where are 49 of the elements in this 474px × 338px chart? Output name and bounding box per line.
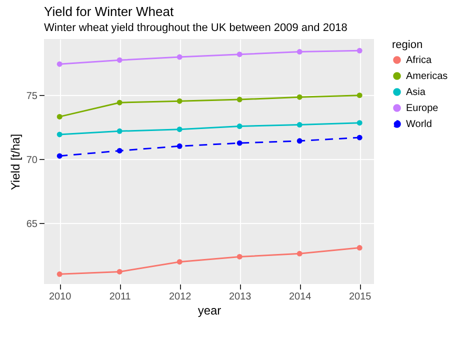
point [296,122,302,128]
point [356,92,362,98]
point [356,245,362,251]
legend-label: Europe [406,103,439,114]
point [236,140,242,146]
x-tick-label: 2012 [168,292,192,302]
point [356,120,362,126]
point [296,250,302,256]
chart-title: Yield for Winter Wheat [44,4,174,19]
x-tick-label: 2011 [109,292,132,302]
point [356,48,362,54]
point [176,259,182,265]
point [176,54,182,60]
legend-label: Africa [406,55,432,66]
point [56,153,62,159]
x-tick-label: 2010 [48,292,72,302]
point [236,52,242,58]
point [176,98,182,104]
x-tick-label: 2014 [288,292,312,302]
point [56,61,62,67]
point [56,114,62,120]
point [356,134,362,140]
legend-label: Americas [406,71,448,82]
point [236,254,242,260]
point [56,132,62,138]
point [296,49,302,55]
point [296,94,302,100]
y-axis-title: Yield [t/ha] [8,134,22,190]
point [236,96,242,102]
point [116,57,122,63]
point [116,148,122,154]
point [56,271,62,277]
x-tick-label: 2013 [228,292,252,302]
point [116,100,122,106]
point [116,128,122,134]
point [296,138,302,144]
chart-subtitle: Winter wheat yield throughout the UK between 2009 and 2018 [44,22,348,34]
x-axis-title: year [198,304,222,318]
legend-title: region [392,39,423,51]
point [236,124,242,130]
point [176,143,182,149]
point [176,126,182,132]
y-tick-label: 70 [26,154,38,166]
y-tick-label: 75 [26,90,38,102]
x-tick-label: 2015 [348,292,372,302]
legend-label: Asia [406,87,426,98]
legend-label: World [406,119,432,130]
y-tick-label: 65 [26,218,38,230]
point [116,268,122,274]
